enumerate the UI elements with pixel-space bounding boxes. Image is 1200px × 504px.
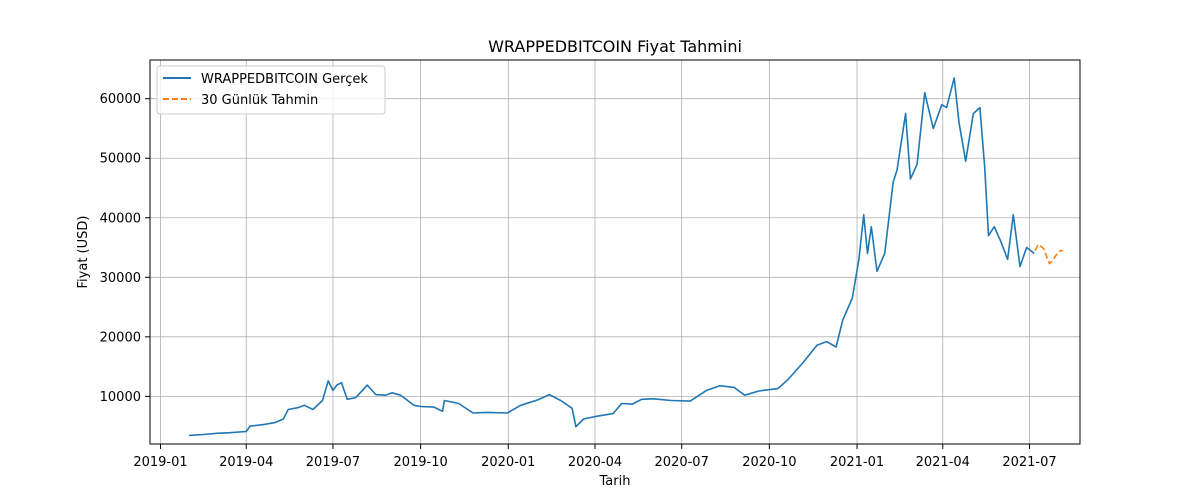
x-tick-label: 2020-07: [655, 455, 709, 470]
x-tick-label: 2019-04: [219, 455, 273, 470]
x-tick-label: 2021-04: [916, 455, 970, 470]
plot-frame: [149, 59, 1081, 445]
legend-box: [156, 65, 386, 115]
x-axis-label: Tarih: [599, 474, 631, 489]
y-tick-label: 10000: [100, 390, 141, 405]
y-tick-label: 60000: [100, 92, 141, 107]
x-axis: 2019-01 2019-04 2019-07 2019-10 2020-01 2020-…: [133, 444, 1057, 470]
y-tick-label: 20000: [100, 330, 141, 345]
y-tick-label: 50000: [100, 152, 141, 167]
legend-label-actual: WRAPPEDBITCOIN Gerçek: [201, 72, 368, 87]
x-tick-label: 2019-10: [393, 455, 447, 470]
y-tick-label: 40000: [100, 211, 141, 226]
series-layer: [189, 77, 1064, 437]
x-tick-label: 2020-10: [742, 455, 796, 470]
legend-label-forecast: 30 Günlük Tahmin: [201, 93, 318, 108]
x-tick-label: 2020-04: [568, 455, 622, 470]
series-line-forecast: [1034, 243, 1064, 265]
x-tick-label: 2021-01: [830, 455, 884, 470]
x-tick-label: 2020-01: [481, 455, 535, 470]
x-tick-label: 2019-07: [306, 455, 360, 470]
x-tick-label: 2019-01: [133, 455, 187, 470]
y-tick-label: 30000: [100, 271, 141, 286]
y-axis-label: Fiyat (USD): [76, 216, 91, 289]
series-line-actual: [189, 77, 1035, 437]
y-axis: 10000 20000 30000 40000 50000 60000: [100, 92, 150, 405]
grid-lines: [150, 60, 1080, 444]
x-tick-label: 2021-07: [1002, 455, 1056, 470]
legend: WRAPPEDBITCOIN Gerçek 30 Günlük Tahmin: [156, 65, 386, 115]
chart-title: WRAPPEDBITCOIN Fiyat Tahmini: [488, 37, 742, 56]
